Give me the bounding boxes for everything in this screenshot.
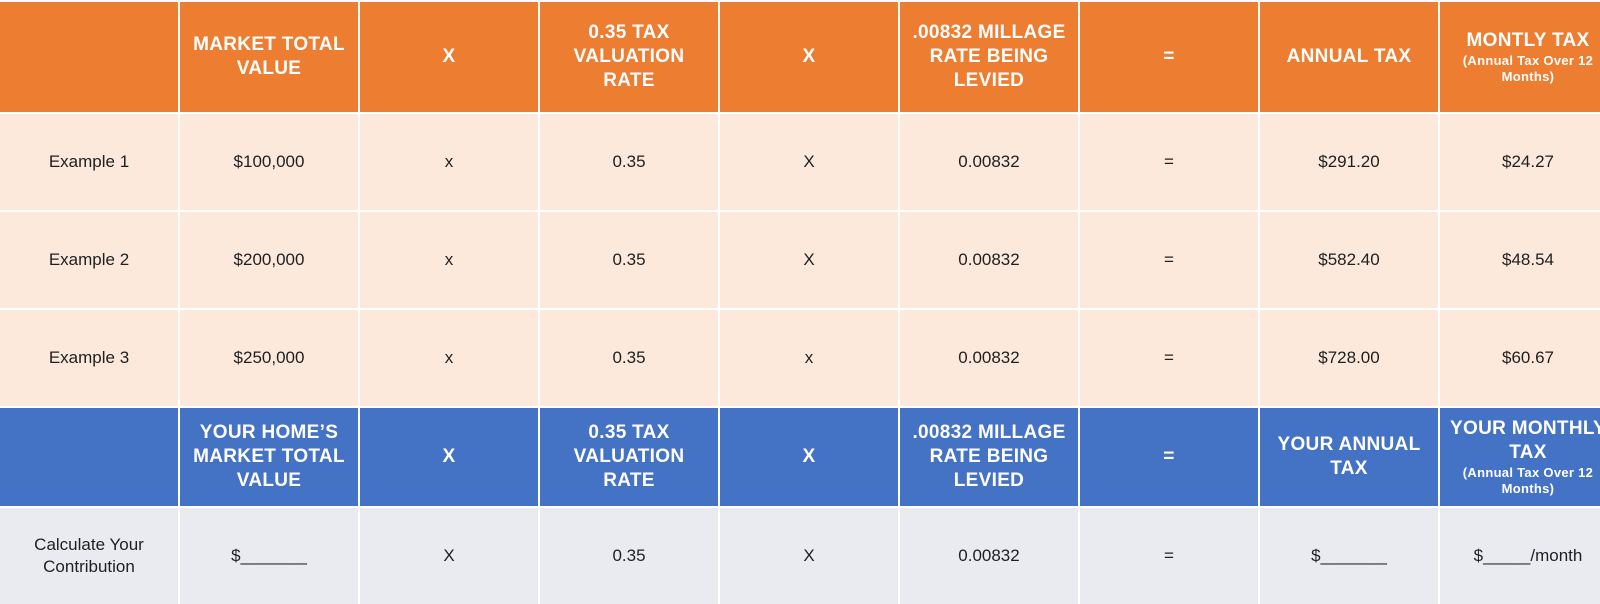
example-millage-rate: 0.00832 — [900, 212, 1078, 308]
example-tax-rate: 0.35 — [540, 114, 718, 210]
example-multiply-sign: x — [360, 310, 538, 406]
example-millage-rate: 0.00832 — [900, 310, 1078, 406]
calculate-row-label: Calculate Your Contribution — [0, 508, 178, 604]
header-monthly-tax-subtitle: (Annual Tax Over 12 Months) — [1462, 53, 1594, 84]
calculate-market-value-blank: $_______ — [180, 508, 358, 604]
example-multiply-sign: x — [360, 212, 538, 308]
example-millage-rate: 0.00832 — [900, 114, 1078, 210]
your-header-multiply-sign: X — [720, 408, 898, 506]
example-monthly-tax: $24.27 — [1440, 114, 1600, 210]
example-multiply-sign: x — [360, 114, 538, 210]
example-equals-sign: = — [1080, 212, 1258, 308]
calculate-tax-rate: 0.35 — [540, 508, 718, 604]
your-header-equals-sign: = — [1080, 408, 1258, 506]
example-tax-rate: 0.35 — [540, 212, 718, 308]
header-monthly-tax: MONTLY TAX (Annual Tax Over 12 Months) — [1440, 2, 1600, 112]
calculate-equals-sign: = — [1080, 508, 1258, 604]
example-monthly-tax: $60.67 — [1440, 310, 1600, 406]
example-equals-sign: = — [1080, 114, 1258, 210]
your-header-tax-valuation-rate: 0.35 TAX VALUATION RATE — [540, 408, 718, 506]
your-header-millage-rate: .00832 MILLAGE RATE BEING LEVIED — [900, 408, 1078, 506]
example-multiply-sign: x — [720, 310, 898, 406]
header-tax-valuation-rate: 0.35 TAX VALUATION RATE — [540, 2, 718, 112]
example-row-label: Example 2 — [0, 212, 178, 308]
example-market-value: $100,000 — [180, 114, 358, 210]
your-header-empty-cell — [0, 408, 178, 506]
header-equals-sign: = — [1080, 2, 1258, 112]
your-header-monthly-tax-title: YOUR MONTHLY TAX — [1450, 418, 1600, 463]
your-header-monthly-tax: YOUR MONTHLY TAX (Annual Tax Over 12 Mon… — [1440, 408, 1600, 506]
header-annual-tax: ANNUAL TAX — [1260, 2, 1438, 112]
example-annual-tax: $291.20 — [1260, 114, 1438, 210]
header-empty-cell — [0, 2, 178, 112]
your-header-market-total-value: YOUR HOME’S MARKET TOTAL VALUE — [180, 408, 358, 506]
example-equals-sign: = — [1080, 310, 1258, 406]
header-multiply-sign: X — [720, 2, 898, 112]
example-annual-tax: $728.00 — [1260, 310, 1438, 406]
header-multiply-sign: X — [360, 2, 538, 112]
your-header-annual-tax: YOUR ANNUAL TAX — [1260, 408, 1438, 506]
example-multiply-sign: X — [720, 114, 898, 210]
calculate-multiply-sign: X — [360, 508, 538, 604]
example-row-label: Example 3 — [0, 310, 178, 406]
example-monthly-tax: $48.54 — [1440, 212, 1600, 308]
calculate-multiply-sign: X — [720, 508, 898, 604]
example-market-value: $250,000 — [180, 310, 358, 406]
your-header-monthly-tax-subtitle: (Annual Tax Over 12 Months) — [1462, 465, 1594, 496]
example-market-value: $200,000 — [180, 212, 358, 308]
example-annual-tax: $582.40 — [1260, 212, 1438, 308]
calculate-annual-tax-blank: $_______ — [1260, 508, 1438, 604]
calculate-monthly-tax-blank: $_____/month — [1440, 508, 1600, 604]
example-tax-rate: 0.35 — [540, 310, 718, 406]
example-row-label: Example 1 — [0, 114, 178, 210]
your-header-multiply-sign: X — [360, 408, 538, 506]
example-multiply-sign: X — [720, 212, 898, 308]
header-millage-rate: .00832 MILLAGE RATE BEING LEVIED — [900, 2, 1078, 112]
header-monthly-tax-title: MONTLY TAX — [1466, 30, 1590, 51]
header-market-total-value: MARKET TOTAL VALUE — [180, 2, 358, 112]
calculate-millage-rate: 0.00832 — [900, 508, 1078, 604]
